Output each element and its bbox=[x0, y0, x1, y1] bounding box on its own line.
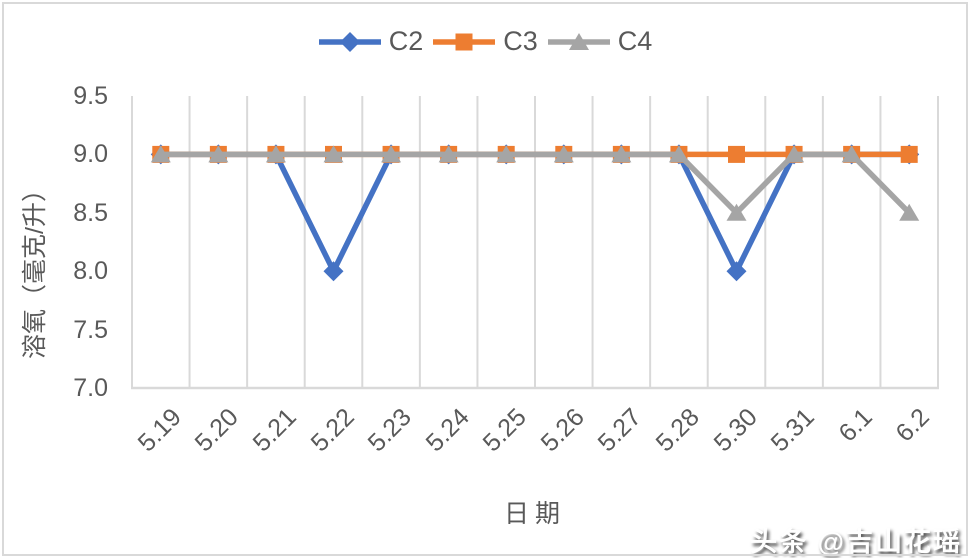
x-axis-title: 日期 bbox=[503, 500, 567, 528]
legend-item-C4: C4 bbox=[547, 26, 653, 57]
legend-square-marker-icon bbox=[433, 33, 496, 50]
legend: C2 C3 C4 bbox=[0, 26, 970, 57]
y-tick-label: 9.0 bbox=[73, 140, 108, 169]
series-C4 bbox=[150, 145, 920, 221]
legend-label: C2 bbox=[388, 26, 424, 56]
legend-item-C3: C3 bbox=[432, 26, 538, 57]
legend-triangle-marker-icon bbox=[547, 32, 610, 50]
y-tick-label: 8.0 bbox=[73, 257, 108, 286]
y-tick-label: 7.0 bbox=[73, 374, 108, 402]
legend-label: C3 bbox=[503, 26, 538, 56]
y-axis-title: 溶氧（毫克/升） bbox=[21, 177, 49, 359]
legend-item-C2: C2 bbox=[318, 26, 424, 57]
legend-diamond-marker-icon bbox=[318, 31, 381, 52]
gridlines bbox=[131, 96, 939, 388]
y-tick-label: 7.5 bbox=[73, 315, 108, 344]
y-tick-label: 9.5 bbox=[73, 82, 108, 110]
watermark: 头条 @吉山花瑶 bbox=[750, 527, 962, 557]
legend-label: C4 bbox=[617, 26, 653, 56]
y-tick-label: 8.5 bbox=[73, 198, 108, 227]
